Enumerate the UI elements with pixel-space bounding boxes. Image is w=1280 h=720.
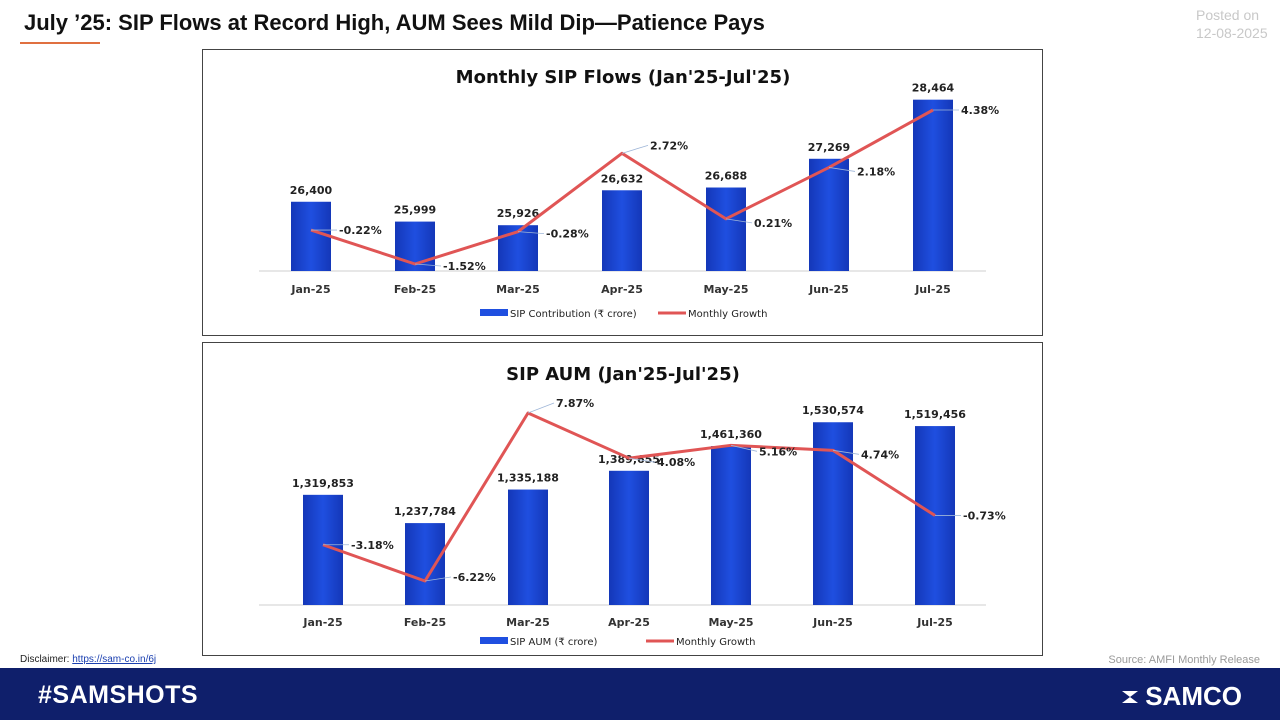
sip-aum-growth-leader <box>628 457 656 463</box>
sip-flows-bar-label: 26,400 <box>290 184 333 197</box>
disclaimer-label: Disclaimer: <box>20 654 70 665</box>
sip-aum-bar-label: 1,461,360 <box>700 428 762 441</box>
sip-aum-x-tick: Mar-25 <box>506 616 550 629</box>
sip-aum-growth-leader <box>527 402 555 414</box>
sip-aum-x-tick: Feb-25 <box>404 616 446 629</box>
posted-date: Posted on 12-08-2025 <box>1196 6 1272 42</box>
brand-logo: SAMCO <box>1119 681 1242 712</box>
sip-aum-bar-label: 1,335,188 <box>497 472 559 485</box>
source-note: Source: AMFI Monthly Release <box>1108 654 1260 666</box>
sip-flows-bar-label: 26,688 <box>705 170 747 183</box>
sip-aum-chart-svg: SIP AUM (Jan'25-Jul'25) 1,319,853 Jan-25 1,… <box>259 364 1006 648</box>
sip-flows-bar-jan-25 <box>291 201 331 271</box>
sip-flows-growth-leader <box>414 263 442 267</box>
sip-flows-bar-label: 25,999 <box>394 204 436 217</box>
sip-aum-x-tick: Jan-25 <box>302 616 342 629</box>
sip-aum-growth-label: 4.08% <box>657 456 695 469</box>
sip-flows-bar-label: 27,269 <box>808 141 850 154</box>
hashtag: #SAMSHOTS <box>38 681 199 709</box>
sip-flows-bar-label: 28,464 <box>912 82 955 95</box>
sip-aum-growth-label: -6.22% <box>453 571 496 584</box>
sip-aum-bar-label: 1,237,784 <box>394 505 456 518</box>
sip-aum-x-tick: Jul-25 <box>916 616 953 629</box>
sip-flows-x-tick: May-25 <box>703 283 748 296</box>
disclaimer: Disclaimer: https://sam-co.in/6j <box>20 654 156 665</box>
sip-flows-bar-label: 26,632 <box>601 172 643 185</box>
posted-label: Posted on <box>1196 7 1260 23</box>
sip-aum-bar-label: 1,519,456 <box>904 408 966 421</box>
sip-flows-legend-bar-label: SIP Contribution (₹ crore) <box>510 309 637 320</box>
sip-aum-growth-label: -0.73% <box>963 510 1006 523</box>
sip-flows-bar-may-25 <box>706 187 746 271</box>
sip-flows-growth-leader <box>517 231 545 235</box>
brand-name: SAMCO <box>1145 681 1242 711</box>
sip-flows-legend-line-label: Monthly Growth <box>688 309 767 320</box>
sip-flows-growth-label: -1.52% <box>443 260 486 273</box>
samco-logo-icon <box>1122 690 1139 703</box>
disclaimer-link[interactable]: https://sam-co.in/6j <box>72 654 157 665</box>
sip-aum-bar-label: 1,530,574 <box>802 404 864 417</box>
sip-flows-bar-jul-25 <box>913 99 953 272</box>
sip-aum-x-tick: Apr-25 <box>608 616 650 629</box>
sip-flows-x-tick: Mar-25 <box>496 283 540 296</box>
sip-aum-growth-leader <box>424 576 452 582</box>
footer-bar <box>0 668 1280 720</box>
sip-flows-growth-label: -0.22% <box>339 224 382 237</box>
posted-value: 12-08-2025 <box>1196 25 1268 41</box>
sip-flows-growth-label: 0.21% <box>754 217 792 230</box>
sip-flows-x-tick: Apr-25 <box>601 283 643 296</box>
sip-flows-growth-leader <box>828 167 856 172</box>
sip-flows-x-tick: Jul-25 <box>914 283 951 296</box>
sip-flows-x-tick: Jan-25 <box>290 283 330 296</box>
sip-aum-growth-label: -3.18% <box>351 539 394 552</box>
sip-aum-chart: SIP AUM (Jan'25-Jul'25) 1,319,853 Jan-25 1,… <box>202 342 1043 656</box>
sip-flows-chart-svg: Monthly SIP Flows (Jan'25-Jul'25) 26,400 J… <box>259 67 999 320</box>
sip-aum-growth-label: 5.16% <box>759 445 797 458</box>
sip-aum-x-tick: Jun-25 <box>812 616 853 629</box>
sip-flows-bar-jun-25 <box>809 158 849 271</box>
sip-flows-growth-leader <box>621 144 649 154</box>
sip-aum-bar-mar-25 <box>508 489 548 605</box>
sip-aum-bar-may-25 <box>711 446 751 605</box>
sip-flows-growth-label: 4.38% <box>961 104 999 117</box>
sip-flows-growth-label: -0.28% <box>546 228 589 241</box>
sip-aum-growth-leader <box>730 444 758 452</box>
sip-aum-growth-label: 7.87% <box>556 397 594 410</box>
sip-aum-growth-label: 4.74% <box>861 448 899 461</box>
page-title: July ’25: SIP Flows at Record High, AUM … <box>24 10 765 35</box>
title-underline <box>20 42 100 44</box>
sip-aum-x-tick: May-25 <box>708 616 753 629</box>
sip-flows-legend-bar-swatch <box>480 309 508 316</box>
sip-flows-title: Monthly SIP Flows (Jan'25-Jul'25) <box>456 67 791 88</box>
sip-flows-bar-apr-25 <box>602 190 642 271</box>
sip-flows-growth-leader <box>725 218 753 224</box>
sip-aum-legend-bar-swatch <box>480 637 508 644</box>
sip-flows-chart: Monthly SIP Flows (Jan'25-Jul'25) 26,400 J… <box>202 49 1043 336</box>
sip-aum-bar-label: 1,319,853 <box>292 477 354 490</box>
sip-flows-x-tick: Jun-25 <box>808 283 849 296</box>
sip-aum-legend-line-label: Monthly Growth <box>676 637 755 648</box>
sip-aum-title: SIP AUM (Jan'25-Jul'25) <box>506 364 740 385</box>
sip-aum-growth-leader <box>832 449 860 455</box>
sip-flows-bar-label: 25,926 <box>497 207 540 220</box>
sip-flows-growth-label: 2.72% <box>650 139 688 152</box>
sip-flows-growth-label: 2.18% <box>857 165 895 178</box>
sip-aum-bar-apr-25 <box>609 470 649 605</box>
sip-aum-bar-feb-25 <box>405 523 445 605</box>
sip-flows-x-tick: Feb-25 <box>394 283 436 296</box>
sip-aum-legend-bar-label: SIP AUM (₹ crore) <box>510 637 597 648</box>
